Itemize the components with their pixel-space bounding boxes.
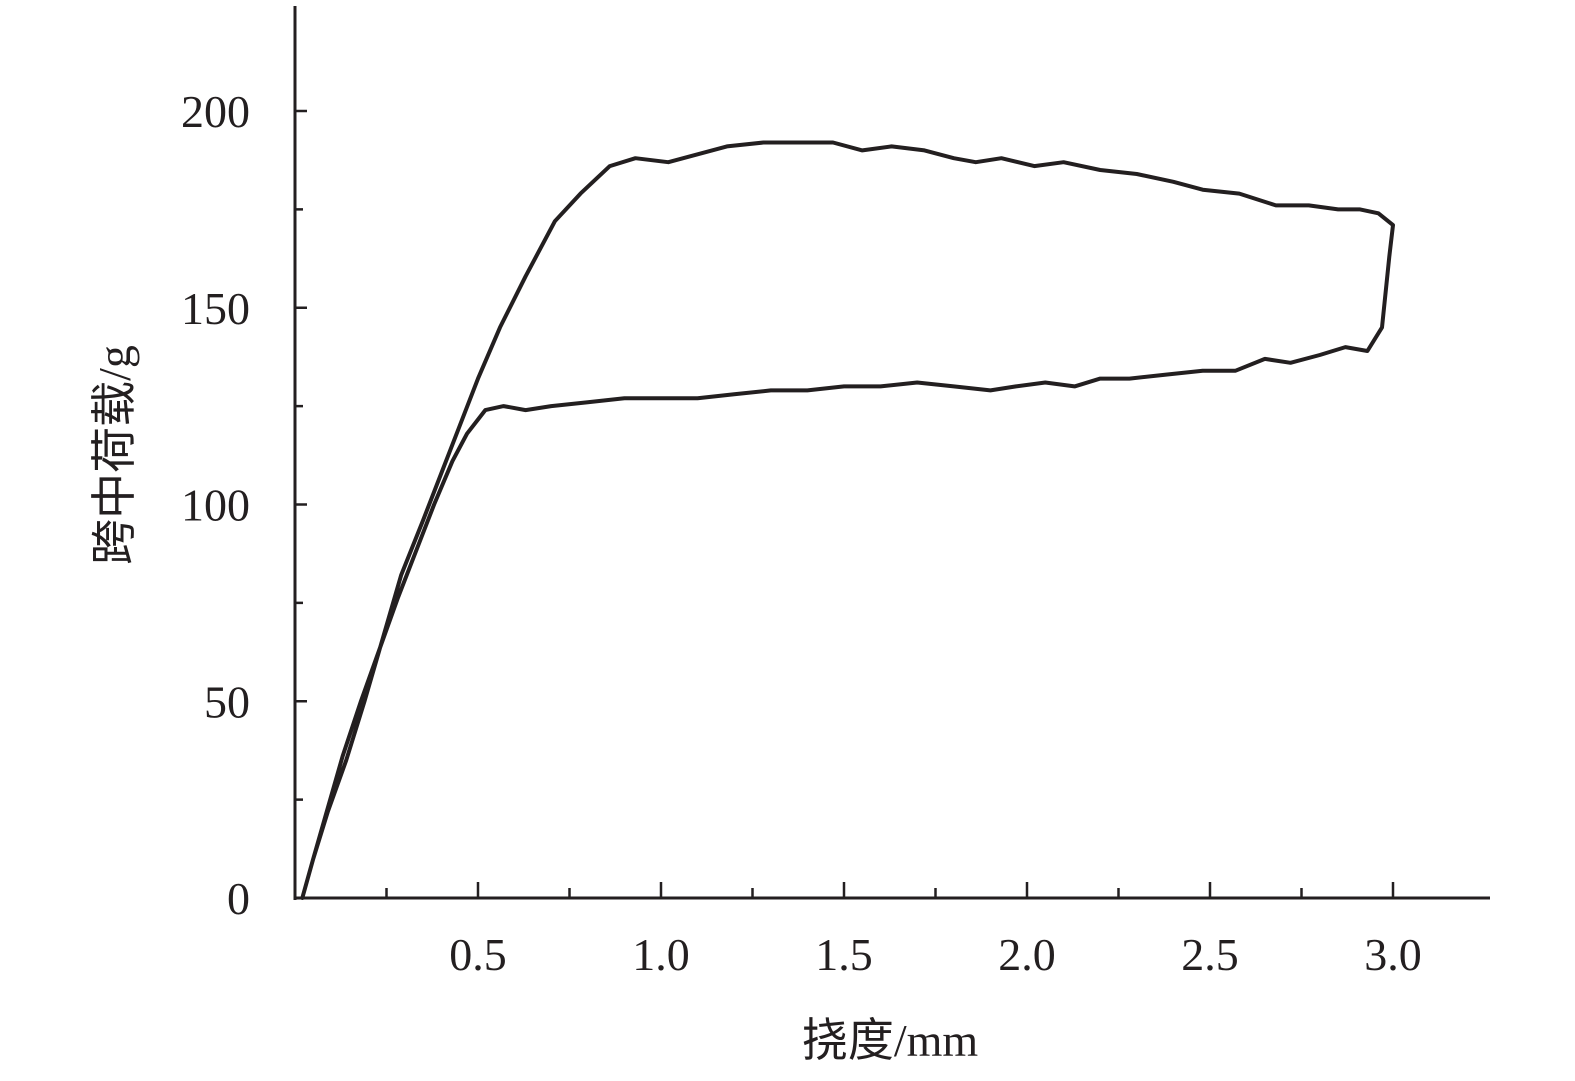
x-tick-label: 1.5	[815, 929, 873, 980]
x-tick-label: 3.0	[1364, 929, 1422, 980]
y-tick-label: 200	[181, 86, 250, 137]
series-layer	[300, 140, 1395, 900]
y-tick-label: 150	[181, 283, 250, 334]
load-deflection-curve	[300, 140, 1395, 900]
y-axis-title: 跨中荷载/g	[89, 345, 140, 565]
x-tick-label: 1.0	[632, 929, 690, 980]
y-tick-label: 0	[227, 873, 250, 924]
y-ticks: 0 50 100 150 200	[181, 86, 307, 924]
x-ticks: 0.5 1.0 1.5 2.0 2.5 3.0	[385, 882, 1422, 980]
x-tick-label: 0.5	[449, 929, 507, 980]
y-tick-label: 100	[181, 480, 250, 531]
y-tick-label: 50	[204, 676, 250, 727]
x-axis-title: 挠度/mm	[802, 1015, 979, 1066]
x-tick-label: 2.0	[998, 929, 1056, 980]
x-tick-label: 2.5	[1181, 929, 1239, 980]
